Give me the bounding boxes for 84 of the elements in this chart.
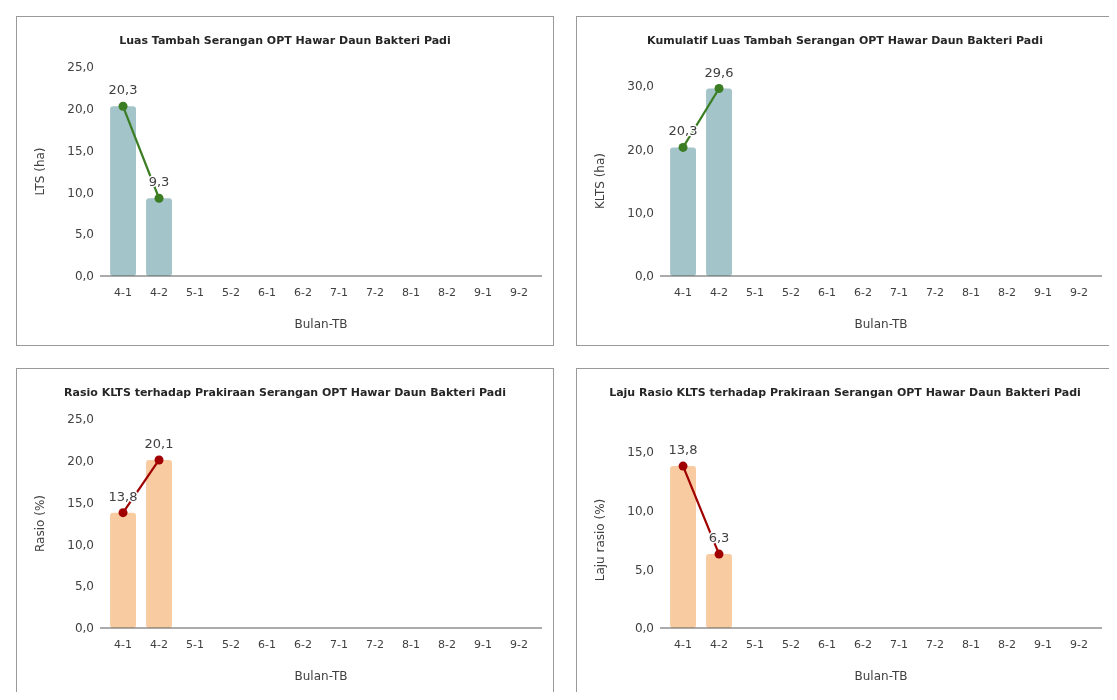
x-tick-label: 8-1 bbox=[962, 638, 980, 651]
data-label: 13,8 bbox=[668, 442, 698, 458]
x-tick-label: 8-1 bbox=[962, 286, 980, 299]
y-tick-label: 0,0 bbox=[634, 269, 654, 284]
x-tick-label: 9-1 bbox=[473, 286, 492, 299]
y-tick-label: 10,0 bbox=[67, 185, 94, 200]
x-tick-label: 8-2 bbox=[437, 638, 456, 651]
x-tick-label: 4-1 bbox=[674, 286, 693, 299]
y-tick-label: 20,0 bbox=[67, 454, 94, 468]
y-tick-label: 5,0 bbox=[74, 579, 94, 594]
x-tick-label: 6-2 bbox=[854, 638, 872, 651]
x-tick-label: 6-1 bbox=[818, 286, 836, 299]
y-tick-label: 30,0 bbox=[627, 79, 654, 94]
x-tick-label: 8-2 bbox=[437, 286, 456, 299]
x-tick-label: 8-1 bbox=[402, 286, 420, 299]
y-tick-label: 15,0 bbox=[67, 495, 94, 510]
x-tick-label: 4-2 bbox=[150, 286, 169, 299]
x-tick-label: 7-2 bbox=[926, 286, 944, 299]
y-axis-title: Laju rasio (%) bbox=[593, 498, 607, 582]
x-tick-label: 6-1 bbox=[258, 286, 276, 299]
x-tick-label: 8-1 bbox=[402, 638, 420, 651]
chart-title: Laju Rasio KLTS terhadap Prakiraan Serangan OPT Hawar Daun Bakteri Padi bbox=[609, 386, 1081, 399]
x-tick-label: 8-2 bbox=[997, 638, 1016, 651]
x-tick-label: 6-2 bbox=[854, 286, 872, 299]
x-tick-label: 4-2 bbox=[150, 638, 169, 651]
y-tick-label: 0,0 bbox=[74, 621, 94, 636]
x-tick-label: 4-2 bbox=[710, 638, 729, 651]
x-tick-label: 4-1 bbox=[674, 638, 693, 651]
y-tick-label: 5,0 bbox=[74, 227, 94, 242]
y-tick-label: 10,0 bbox=[627, 503, 654, 518]
y-axis-title: Rasio (%) bbox=[33, 495, 47, 552]
y-tick-label: 20,0 bbox=[67, 102, 94, 116]
x-tick-label: 6-2 bbox=[294, 286, 312, 299]
y-tick-label: 25,0 bbox=[67, 412, 94, 427]
x-tick-label: 5-2 bbox=[222, 286, 240, 299]
x-tick-label: 9-1 bbox=[473, 638, 492, 651]
x-tick-label: 4-1 bbox=[114, 638, 133, 651]
data-label: 29,6 bbox=[704, 64, 734, 80]
chart-title: Rasio KLTS terhadap Prakiraan Serangan OPT Hawar Daun Bakteri Padi bbox=[64, 386, 506, 399]
data-label: 20,3 bbox=[108, 82, 138, 98]
x-tick-label: 6-1 bbox=[818, 638, 836, 651]
y-tick-label: 10,0 bbox=[67, 537, 94, 552]
chart-title: Kumulatif Luas Tambah Serangan OPT Hawar Daun Bakteri Padi bbox=[647, 34, 1043, 47]
x-axis-title: Bulan-TB bbox=[854, 317, 908, 331]
x-tick-label: 6-2 bbox=[294, 638, 312, 651]
x-tick-label: 5-1 bbox=[186, 286, 205, 299]
y-axis-title: LTS (ha) bbox=[33, 147, 47, 196]
x-tick-label: 5-1 bbox=[186, 638, 205, 651]
x-tick-label: 9-1 bbox=[1033, 638, 1052, 651]
x-tick-label: 7-2 bbox=[366, 286, 384, 299]
y-tick-label: 20,0 bbox=[627, 142, 654, 157]
x-tick-label: 9-2 bbox=[1069, 286, 1088, 299]
x-tick-label: 5-1 bbox=[746, 638, 765, 651]
y-tick-label: 25,0 bbox=[67, 60, 94, 75]
y-tick-label: 10,0 bbox=[627, 205, 654, 220]
x-tick-label: 5-2 bbox=[782, 638, 800, 651]
x-tick-label: 5-1 bbox=[746, 286, 765, 299]
x-tick-label: 5-2 bbox=[782, 286, 800, 299]
y-tick-label: 15,0 bbox=[627, 445, 654, 460]
y-axis-title: KLTS (ha) bbox=[593, 153, 607, 209]
y-tick-label: 15,0 bbox=[67, 143, 94, 158]
x-tick-label: 7-1 bbox=[890, 286, 908, 299]
x-tick-label: 9-2 bbox=[1069, 638, 1088, 651]
x-tick-label: 4-2 bbox=[710, 286, 729, 299]
x-tick-label: 7-2 bbox=[926, 638, 944, 651]
x-axis-title: Bulan-TB bbox=[294, 669, 348, 683]
y-tick-label: 5,0 bbox=[634, 562, 654, 577]
x-tick-label: 9-1 bbox=[1033, 286, 1052, 299]
x-tick-label: 8-2 bbox=[997, 286, 1016, 299]
x-axis-title: Bulan-TB bbox=[854, 669, 908, 683]
x-tick-label: 6-1 bbox=[258, 638, 276, 651]
x-tick-label: 7-1 bbox=[330, 638, 348, 651]
x-tick-label: 9-2 bbox=[509, 286, 528, 299]
chart-title: Luas Tambah Serangan OPT Hawar Daun Bakteri Padi bbox=[119, 34, 451, 47]
x-tick-label: 7-2 bbox=[366, 638, 384, 651]
x-tick-label: 5-2 bbox=[222, 638, 240, 651]
x-tick-label: 9-2 bbox=[509, 638, 528, 651]
x-tick-label: 7-1 bbox=[890, 638, 908, 651]
x-tick-label: 7-1 bbox=[330, 286, 348, 299]
y-tick-label: 0,0 bbox=[634, 621, 654, 636]
y-tick-label: 0,0 bbox=[74, 269, 94, 284]
data-label: 20,1 bbox=[144, 435, 174, 451]
x-axis-title: Bulan-TB bbox=[294, 317, 348, 331]
x-tick-label: 4-1 bbox=[114, 286, 133, 299]
